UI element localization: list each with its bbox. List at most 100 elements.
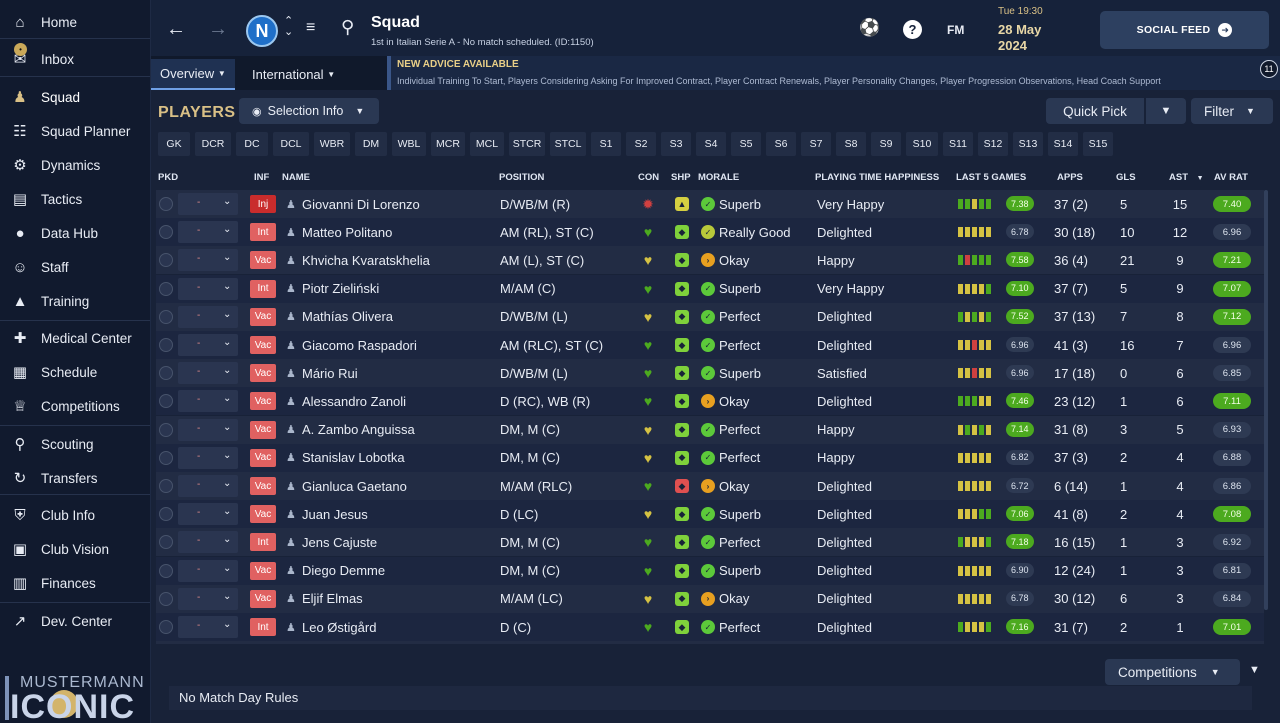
table-row[interactable]: - ⌄ Vac ♟ Khvicha Kvaratskhelia AM (L), ST (C… — [156, 246, 1264, 275]
info-badge[interactable]: Vac — [250, 477, 276, 495]
position-chip-s4[interactable]: S4 — [696, 132, 726, 156]
sidebar-item-tactics[interactable]: ▤ Tactics — [0, 184, 150, 214]
col-apps[interactable]: APPS — [1057, 172, 1083, 183]
position-chip-s2[interactable]: S2 — [626, 132, 656, 156]
back-arrow-icon[interactable]: ← — [166, 18, 186, 40]
position-chip-gk[interactable]: GK — [158, 132, 190, 156]
table-scrollbar[interactable] — [1264, 190, 1269, 660]
sidebar-item-squad[interactable]: ♟ Squad — [0, 82, 150, 112]
tab-international[interactable]: International ▼ — [252, 67, 336, 82]
pick-dropdown[interactable]: - ⌄ — [178, 616, 238, 638]
pick-checkbox[interactable] — [159, 450, 173, 465]
player-name[interactable]: Alessandro Zanoli — [302, 393, 407, 409]
competitions-button[interactable]: Competitions ▼ — [1105, 659, 1240, 685]
pick-dropdown[interactable]: - ⌄ — [178, 334, 238, 356]
pick-dropdown[interactable]: - ⌄ — [178, 277, 238, 300]
player-name[interactable]: Giacomo Raspadori — [302, 337, 417, 353]
position-chip-wbl[interactable]: WBL — [392, 132, 426, 156]
pick-checkbox[interactable] — [159, 394, 173, 409]
table-row[interactable]: - ⌄ Int ♟ Matteo Politano AM (RL), ST (C) ♥ ◆ ✓ R… — [156, 218, 1264, 247]
info-badge[interactable]: Inj — [250, 195, 276, 213]
col-pkd[interactable]: PKD — [158, 172, 179, 183]
fm-logo[interactable]: FM — [947, 23, 965, 37]
pick-checkbox[interactable] — [159, 253, 173, 268]
table-row[interactable]: - ⌄ Vac ♟ Alessandro Zanoli D (RC), WB (R) ♥ ◆ ›… — [156, 387, 1264, 416]
sidebar-item-data-hub[interactable]: ● Data Hub — [0, 218, 150, 248]
advice-banner[interactable]: NEW ADVICE AVAILABLE Individual Training… — [387, 56, 1280, 90]
col-position[interactable]: POSITION — [499, 172, 545, 183]
col-name[interactable]: NAME — [282, 172, 310, 183]
position-chip-dm[interactable]: DM — [355, 132, 387, 156]
pick-checkbox[interactable] — [159, 563, 173, 578]
player-name[interactable]: Khvicha Kvaratskhelia — [302, 252, 430, 268]
position-chip-s14[interactable]: S14 — [1048, 132, 1078, 156]
col-avrat[interactable]: AV RAT — [1214, 172, 1248, 183]
info-badge[interactable]: Vac — [250, 364, 276, 383]
info-badge[interactable]: Vac — [250, 589, 276, 608]
quick-pick-button[interactable]: Quick Pick — [1046, 98, 1144, 124]
position-chip-s11[interactable]: S11 — [943, 132, 973, 156]
position-chip-s13[interactable]: S13 — [1013, 132, 1043, 156]
player-name[interactable]: Leo Østigård — [302, 619, 377, 635]
pick-dropdown[interactable]: - ⌄ — [178, 249, 238, 272]
info-badge[interactable]: Int — [250, 279, 276, 298]
table-row[interactable]: - ⌄ Vac ♟ Gianluca Gaetano M/AM (RLC) ♥ ◆ › Okay D… — [156, 472, 1264, 500]
table-row[interactable]: - ⌄ Inj ♟ Giovanni Di Lorenzo D/WB/M (R) ✹ ▲ ✓ Su… — [156, 190, 1264, 218]
position-chip-s5[interactable]: S5 — [731, 132, 761, 156]
info-badge[interactable]: Vac — [250, 307, 276, 326]
position-chip-dcl[interactable]: DCL — [273, 132, 309, 156]
player-name[interactable]: Stanislav Lobotka — [302, 450, 405, 466]
player-name[interactable]: Diego Demme — [302, 563, 386, 579]
quick-pick-dropdown[interactable]: ▼ — [1146, 98, 1186, 124]
pick-dropdown[interactable]: - ⌄ — [178, 305, 238, 328]
table-row[interactable]: - ⌄ Int ♟ Leo Østigård D (C) ♥ ◆ ✓ Perfect Delight… — [156, 613, 1264, 641]
club-switch-icon[interactable]: ⌃ ⌄ — [284, 15, 294, 38]
col-shp[interactable]: SHP — [671, 172, 691, 183]
sidebar-item-dev-center[interactable]: ↗ Dev. Center — [0, 606, 150, 636]
info-badge[interactable]: Vac — [250, 251, 276, 270]
position-chip-s9[interactable]: S9 — [871, 132, 901, 156]
pick-checkbox[interactable] — [159, 338, 173, 352]
table-row[interactable]: - ⌄ Vac ♟ Giacomo Raspadori AM (RLC), ST (C) ♥… — [156, 331, 1264, 359]
pick-dropdown[interactable]: - ⌄ — [178, 475, 238, 497]
player-name[interactable]: Jens Cajuste — [302, 534, 378, 550]
sidebar-item-squad-planner[interactable]: ☷ Squad Planner — [0, 116, 150, 146]
table-row[interactable]: - ⌄ Vac ♟ A. Zambo Anguissa DM, M (C) ♥ ◆ ✓ Perfe… — [156, 415, 1264, 444]
position-chip-s12[interactable]: S12 — [978, 132, 1008, 156]
position-chip-dcr[interactable]: DCR — [195, 132, 231, 156]
position-chip-s8[interactable]: S8 — [836, 132, 866, 156]
info-badge[interactable]: Vac — [250, 336, 276, 354]
table-row[interactable]: - ⌄ Int ♟ Piotr Zieliński M/AM (C) ♥ ◆ ✓ Superb Ve… — [156, 274, 1264, 303]
advice-count-badge[interactable]: 11 — [1260, 60, 1278, 78]
player-name[interactable]: Mathías Olivera — [302, 309, 394, 325]
table-row[interactable]: - ⌄ Vac ♟ Juan Jesus D (LC) ♥ ◆ ✓ Superb Delighted… — [156, 500, 1264, 529]
filter-button[interactable]: Filter ▼ — [1191, 98, 1273, 124]
sidebar-item-medical-center[interactable]: ✚ Medical Center — [0, 323, 150, 353]
collapse-chevron-icon[interactable]: ▼ — [1249, 664, 1260, 676]
info-badge[interactable]: Int — [250, 223, 276, 242]
pick-checkbox[interactable] — [159, 422, 173, 437]
sidebar-item-dynamics[interactable]: ⚙ Dynamics — [0, 150, 150, 180]
table-row[interactable]: - ⌄ Vac ♟ Mário Rui D/WB/M (L) ♥ ◆ ✓ Superb Satisf… — [156, 359, 1264, 388]
position-chip-s15[interactable]: S15 — [1083, 132, 1113, 156]
pick-checkbox[interactable] — [159, 281, 173, 296]
pick-checkbox[interactable] — [159, 309, 173, 324]
position-chip-s7[interactable]: S7 — [801, 132, 831, 156]
info-badge[interactable]: Vac — [250, 505, 276, 524]
sidebar-item-home[interactable]: ⌂ Home — [0, 7, 150, 37]
pick-dropdown[interactable]: - ⌄ — [178, 503, 238, 526]
info-badge[interactable]: Int — [250, 533, 276, 552]
pick-checkbox[interactable] — [159, 591, 173, 606]
info-badge[interactable]: Vac — [250, 561, 276, 580]
col-con[interactable]: CON — [638, 172, 660, 183]
sidebar-item-training[interactable]: ▲ Training — [0, 286, 150, 316]
pick-checkbox[interactable] — [159, 507, 173, 522]
help-icon[interactable]: ? — [903, 20, 922, 39]
col-morale[interactable]: MORALE — [698, 172, 740, 183]
pick-dropdown[interactable]: - ⌄ — [178, 531, 238, 554]
sidebar-item-schedule[interactable]: ▦ Schedule — [0, 357, 150, 387]
player-name[interactable]: Giovanni Di Lorenzo — [302, 196, 420, 212]
social-feed-button[interactable]: SOCIAL FEED ➜ — [1100, 11, 1269, 49]
player-name[interactable]: Mário Rui — [302, 365, 358, 381]
sidebar-item-staff[interactable]: ☺ Staff — [0, 252, 150, 282]
